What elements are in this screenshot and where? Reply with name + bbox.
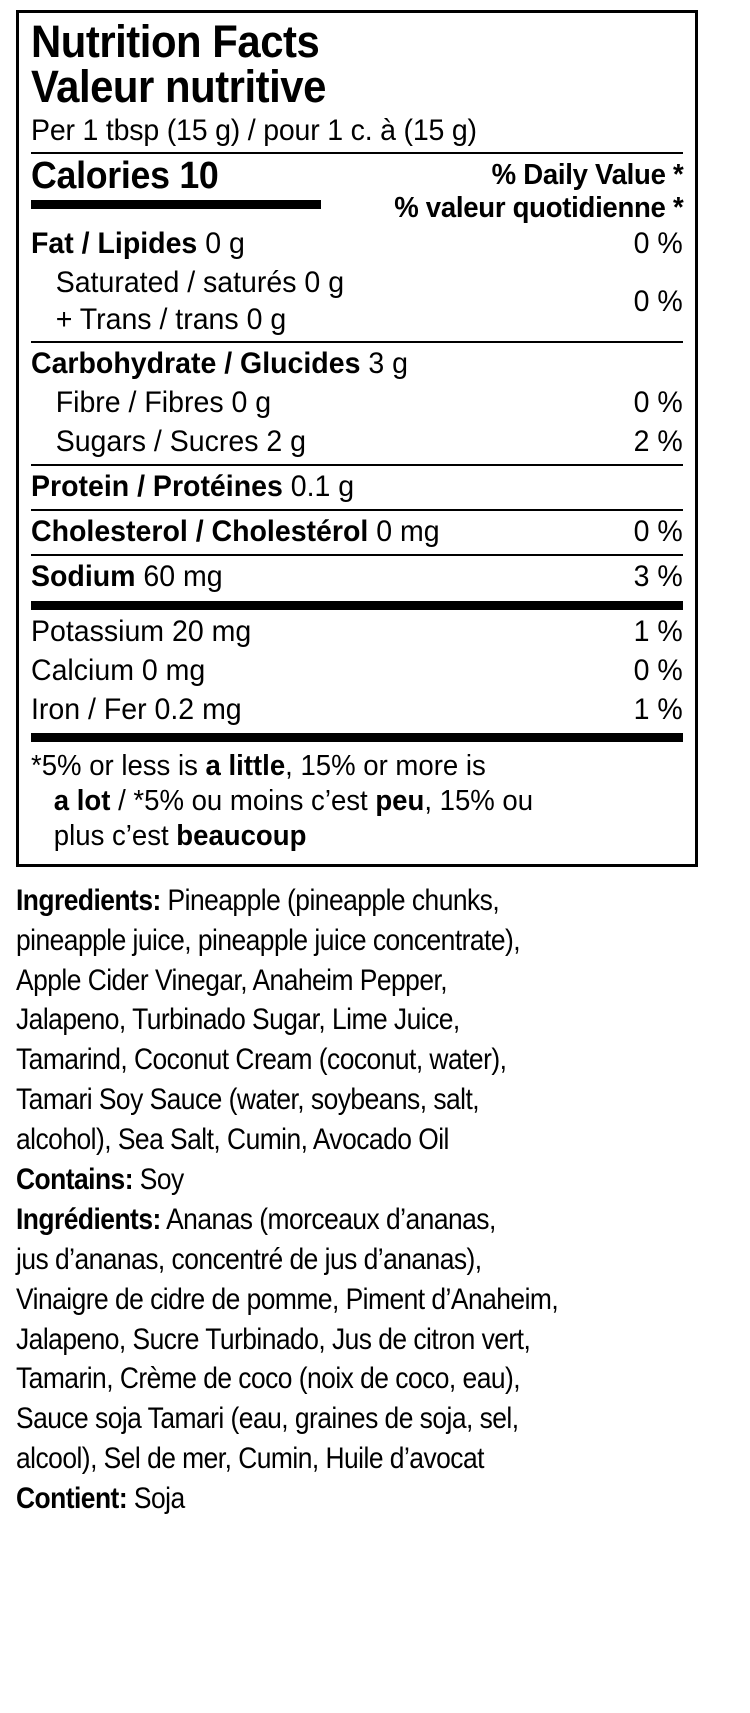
row-cholesterol-name: Cholesterol / Cholestérol 0 mg: [31, 514, 440, 548]
divider-above-sodium: [31, 553, 683, 556]
divider-above-protein: [31, 464, 683, 467]
row-saturated-trans-percent: 0 %: [633, 284, 683, 318]
contains-statement-en: Contains: Soy: [16, 1163, 184, 1197]
row-saturated-name: Saturated / saturés 0 g: [55, 265, 345, 299]
calories-underline: [31, 200, 321, 210]
panel-title-french: Valeur nutritive: [31, 61, 326, 113]
ingredients-fr-line-6: Sauce soja Tamari (eau, graines de soja,…: [16, 1402, 519, 1436]
row-potassium-name: Potassium 20 mg: [31, 614, 252, 648]
ingredients-fr-line-5: Tamarin, Crème de coco (noix de coco, ea…: [16, 1362, 521, 1396]
divider-above-carbohydrate: [31, 341, 683, 344]
ingredients-en-line-6: Tamari Soy Sauce (water, soybeans, salt,: [16, 1083, 480, 1117]
ingredients-block: Ingredients: Pineapple (pineapple chunks…: [16, 881, 734, 1519]
calories-text: Calories 10: [31, 155, 219, 198]
row-carbohydrate: Carbohydrate / Glucides 3 g: [31, 345, 683, 384]
row-saturated-trans: Saturated / saturés 0 g + Trans / trans …: [31, 264, 683, 340]
row-fat-value: 0 g: [205, 226, 245, 260]
ingredients-en-line-2: pineapple juice, pineapple juice concent…: [16, 923, 521, 957]
row-sodium-name: Sodium 60 mg: [31, 559, 223, 593]
row-sugars-name: Sugars / Sucres 2 g: [55, 425, 306, 459]
row-fibre-percent: 0 %: [633, 386, 683, 420]
row-protein-value: 0.1 g: [290, 470, 355, 504]
row-iron-percent: 1 %: [633, 692, 683, 726]
ingredients-en-line-4: Jalapeno, Turbinado Sugar, Lime Juice,: [16, 1003, 460, 1037]
divider-above-minerals: [31, 600, 683, 610]
panel-title-english: Nutrition Facts: [31, 16, 320, 67]
row-carbohydrate-name: Carbohydrate / Glucides 3 g: [31, 347, 408, 381]
ingredients-en-line-7: alcohol), Sea Salt, Cumin, Avocado Oil: [16, 1123, 449, 1157]
ingredients-fr-line-7: alcool), Sel de mer, Cumin, Huile d’avoc…: [16, 1442, 484, 1476]
saturated-trans-lines: Saturated / saturés 0 g + Trans / trans …: [31, 265, 361, 339]
ingredients-fr-line-3: Vinaigre de cidre de pomme, Piment d’Ana…: [16, 1282, 559, 1316]
divider-above-footnote: [31, 733, 683, 743]
row-iron: Iron / Fer 0.2 mg 1 %: [31, 691, 683, 730]
footnote-line-1: *5% or less is a little, 15% or more is: [31, 750, 486, 783]
row-protein-name: Protein / Protéines 0.1 g: [31, 470, 355, 504]
daily-value-english: % Daily Value *: [491, 159, 683, 192]
row-sodium-percent: 3 %: [633, 559, 683, 593]
row-calcium-name: Calcium 0 mg: [31, 653, 206, 687]
daily-value-footnote: *5% or less is a little, 15% or more is …: [31, 745, 683, 853]
contains-statement-fr: Contient: Soja: [16, 1482, 185, 1516]
row-potassium-percent: 1 %: [633, 614, 683, 648]
daily-value-french: % valeur quotidienne *: [393, 191, 683, 224]
ingredients-fr-line-1: Ingrédients: Ananas (morceaux d’ananas,: [16, 1202, 496, 1236]
footnote-line-3: plus c’est beaucoup: [53, 820, 307, 852]
row-sugars: Sugars / Sucres 2 g 2 %: [31, 423, 683, 462]
footnote-line-2: a lot / *5% ou moins c’est peu, 15% ou: [53, 785, 534, 818]
ingredients-fr-line-2: jus d’ananas, concentré de jus d’ananas)…: [16, 1242, 482, 1276]
row-protein: Protein / Protéines 0.1 g: [31, 468, 683, 507]
row-fat-name: Fat / Lipides 0 g: [31, 226, 245, 260]
nutrition-facts-panel: Nutrition Facts Valeur nutritive Per 1 t…: [16, 10, 698, 867]
calories-group: Calories 10: [31, 155, 321, 210]
row-trans-name: + Trans / trans 0 g: [55, 302, 287, 336]
row-cholesterol: Cholesterol / Cholestérol 0 mg 0 %: [31, 513, 683, 552]
row-fibre: Fibre / Fibres 0 g 0 %: [31, 384, 683, 423]
row-fat: Fat / Lipides 0 g 0 %: [31, 225, 683, 264]
row-cholesterol-value: 0 mg: [376, 514, 440, 548]
row-sodium-value: 60 mg: [143, 559, 223, 593]
row-sodium: Sodium 60 mg 3 %: [31, 558, 683, 597]
row-calcium-percent: 0 %: [633, 653, 683, 687]
row-cholesterol-percent: 0 %: [633, 514, 683, 548]
row-sugars-percent: 2 %: [633, 425, 683, 459]
row-fat-percent: 0 %: [633, 226, 683, 260]
ingredients-en-line-5: Tamarind, Coconut Cream (coconut, water)…: [16, 1043, 507, 1077]
row-calcium: Calcium 0 mg 0 %: [31, 652, 683, 691]
ingredients-fr-line-4: Jalapeno, Sucre Turbinado, Jus de citron…: [16, 1322, 531, 1356]
daily-value-header: % Daily Value * % valeur quotidienne *: [379, 156, 683, 225]
divider-above-cholesterol: [31, 508, 683, 511]
row-carbohydrate-value: 3 g: [368, 347, 408, 381]
serving-size: Per 1 tbsp (15 g) / pour 1 c. à (15 g): [31, 113, 477, 147]
row-potassium: Potassium 20 mg 1 %: [31, 613, 683, 652]
ingredients-en-line-3: Apple Cider Vinegar, Anaheim Pepper,: [16, 963, 448, 997]
row-fibre-name: Fibre / Fibres 0 g: [55, 386, 272, 420]
divider-above-calories: [31, 152, 683, 155]
calories-header: Calories 10 % Daily Value * % valeur quo…: [31, 154, 683, 225]
row-iron-name: Iron / Fer 0.2 mg: [31, 692, 242, 726]
ingredients-en-line-1: Ingredients: Pineapple (pineapple chunks…: [16, 883, 500, 917]
